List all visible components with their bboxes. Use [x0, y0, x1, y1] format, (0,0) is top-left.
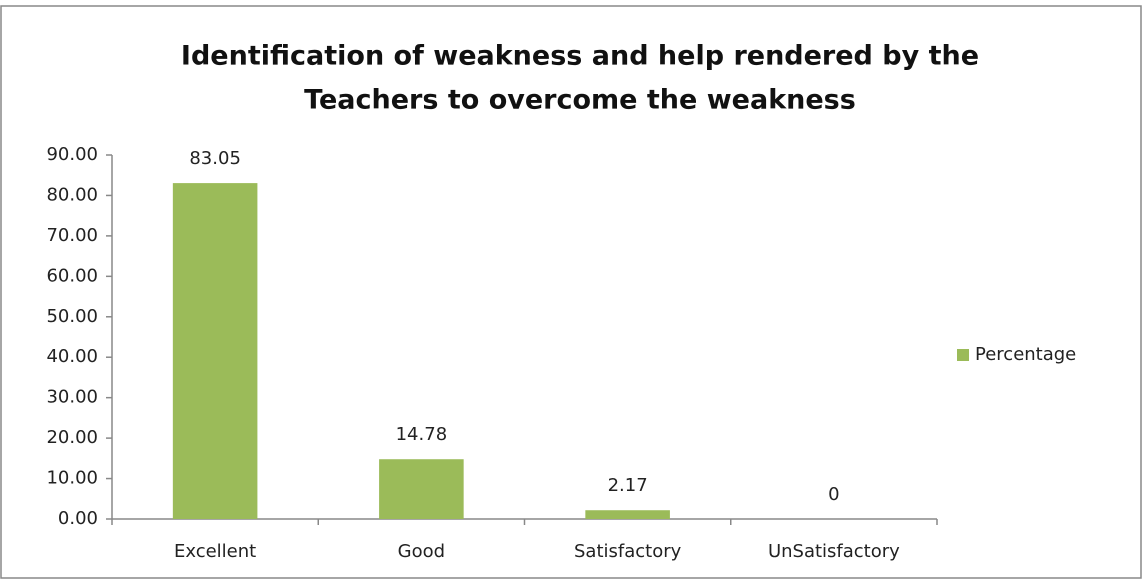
legend-swatch: [957, 349, 969, 361]
bar: [172, 183, 258, 519]
y-tick-label: 90.00: [46, 144, 98, 165]
x-tick-label: Satisfactory: [574, 541, 682, 562]
data-label: 83.05: [189, 148, 241, 169]
x-tick-label: Excellent: [174, 541, 256, 562]
legend-label: Percentage: [975, 344, 1076, 365]
y-tick-label: 10.00: [46, 468, 98, 489]
x-tick-label: Good: [398, 541, 445, 562]
chart-title: Teachers to overcome the weakness: [304, 85, 856, 116]
y-tick-label: 0.00: [58, 508, 98, 529]
bar: [585, 510, 670, 519]
x-tick-label: UnSatisfactory: [768, 541, 900, 562]
y-tick-label: 20.00: [46, 427, 98, 448]
y-tick-label: 40.00: [46, 346, 98, 367]
chart-title: Identification of weakness and help rend…: [181, 41, 979, 72]
data-label: 2.17: [608, 475, 648, 496]
bar: [379, 459, 464, 519]
y-tick-label: 70.00: [46, 225, 98, 246]
data-label: 0: [828, 484, 839, 505]
data-label: 14.78: [396, 424, 448, 445]
y-tick-label: 60.00: [46, 265, 98, 286]
y-tick-label: 30.00: [46, 387, 98, 408]
y-tick-label: 80.00: [46, 184, 98, 205]
y-tick-label: 50.00: [46, 306, 98, 327]
